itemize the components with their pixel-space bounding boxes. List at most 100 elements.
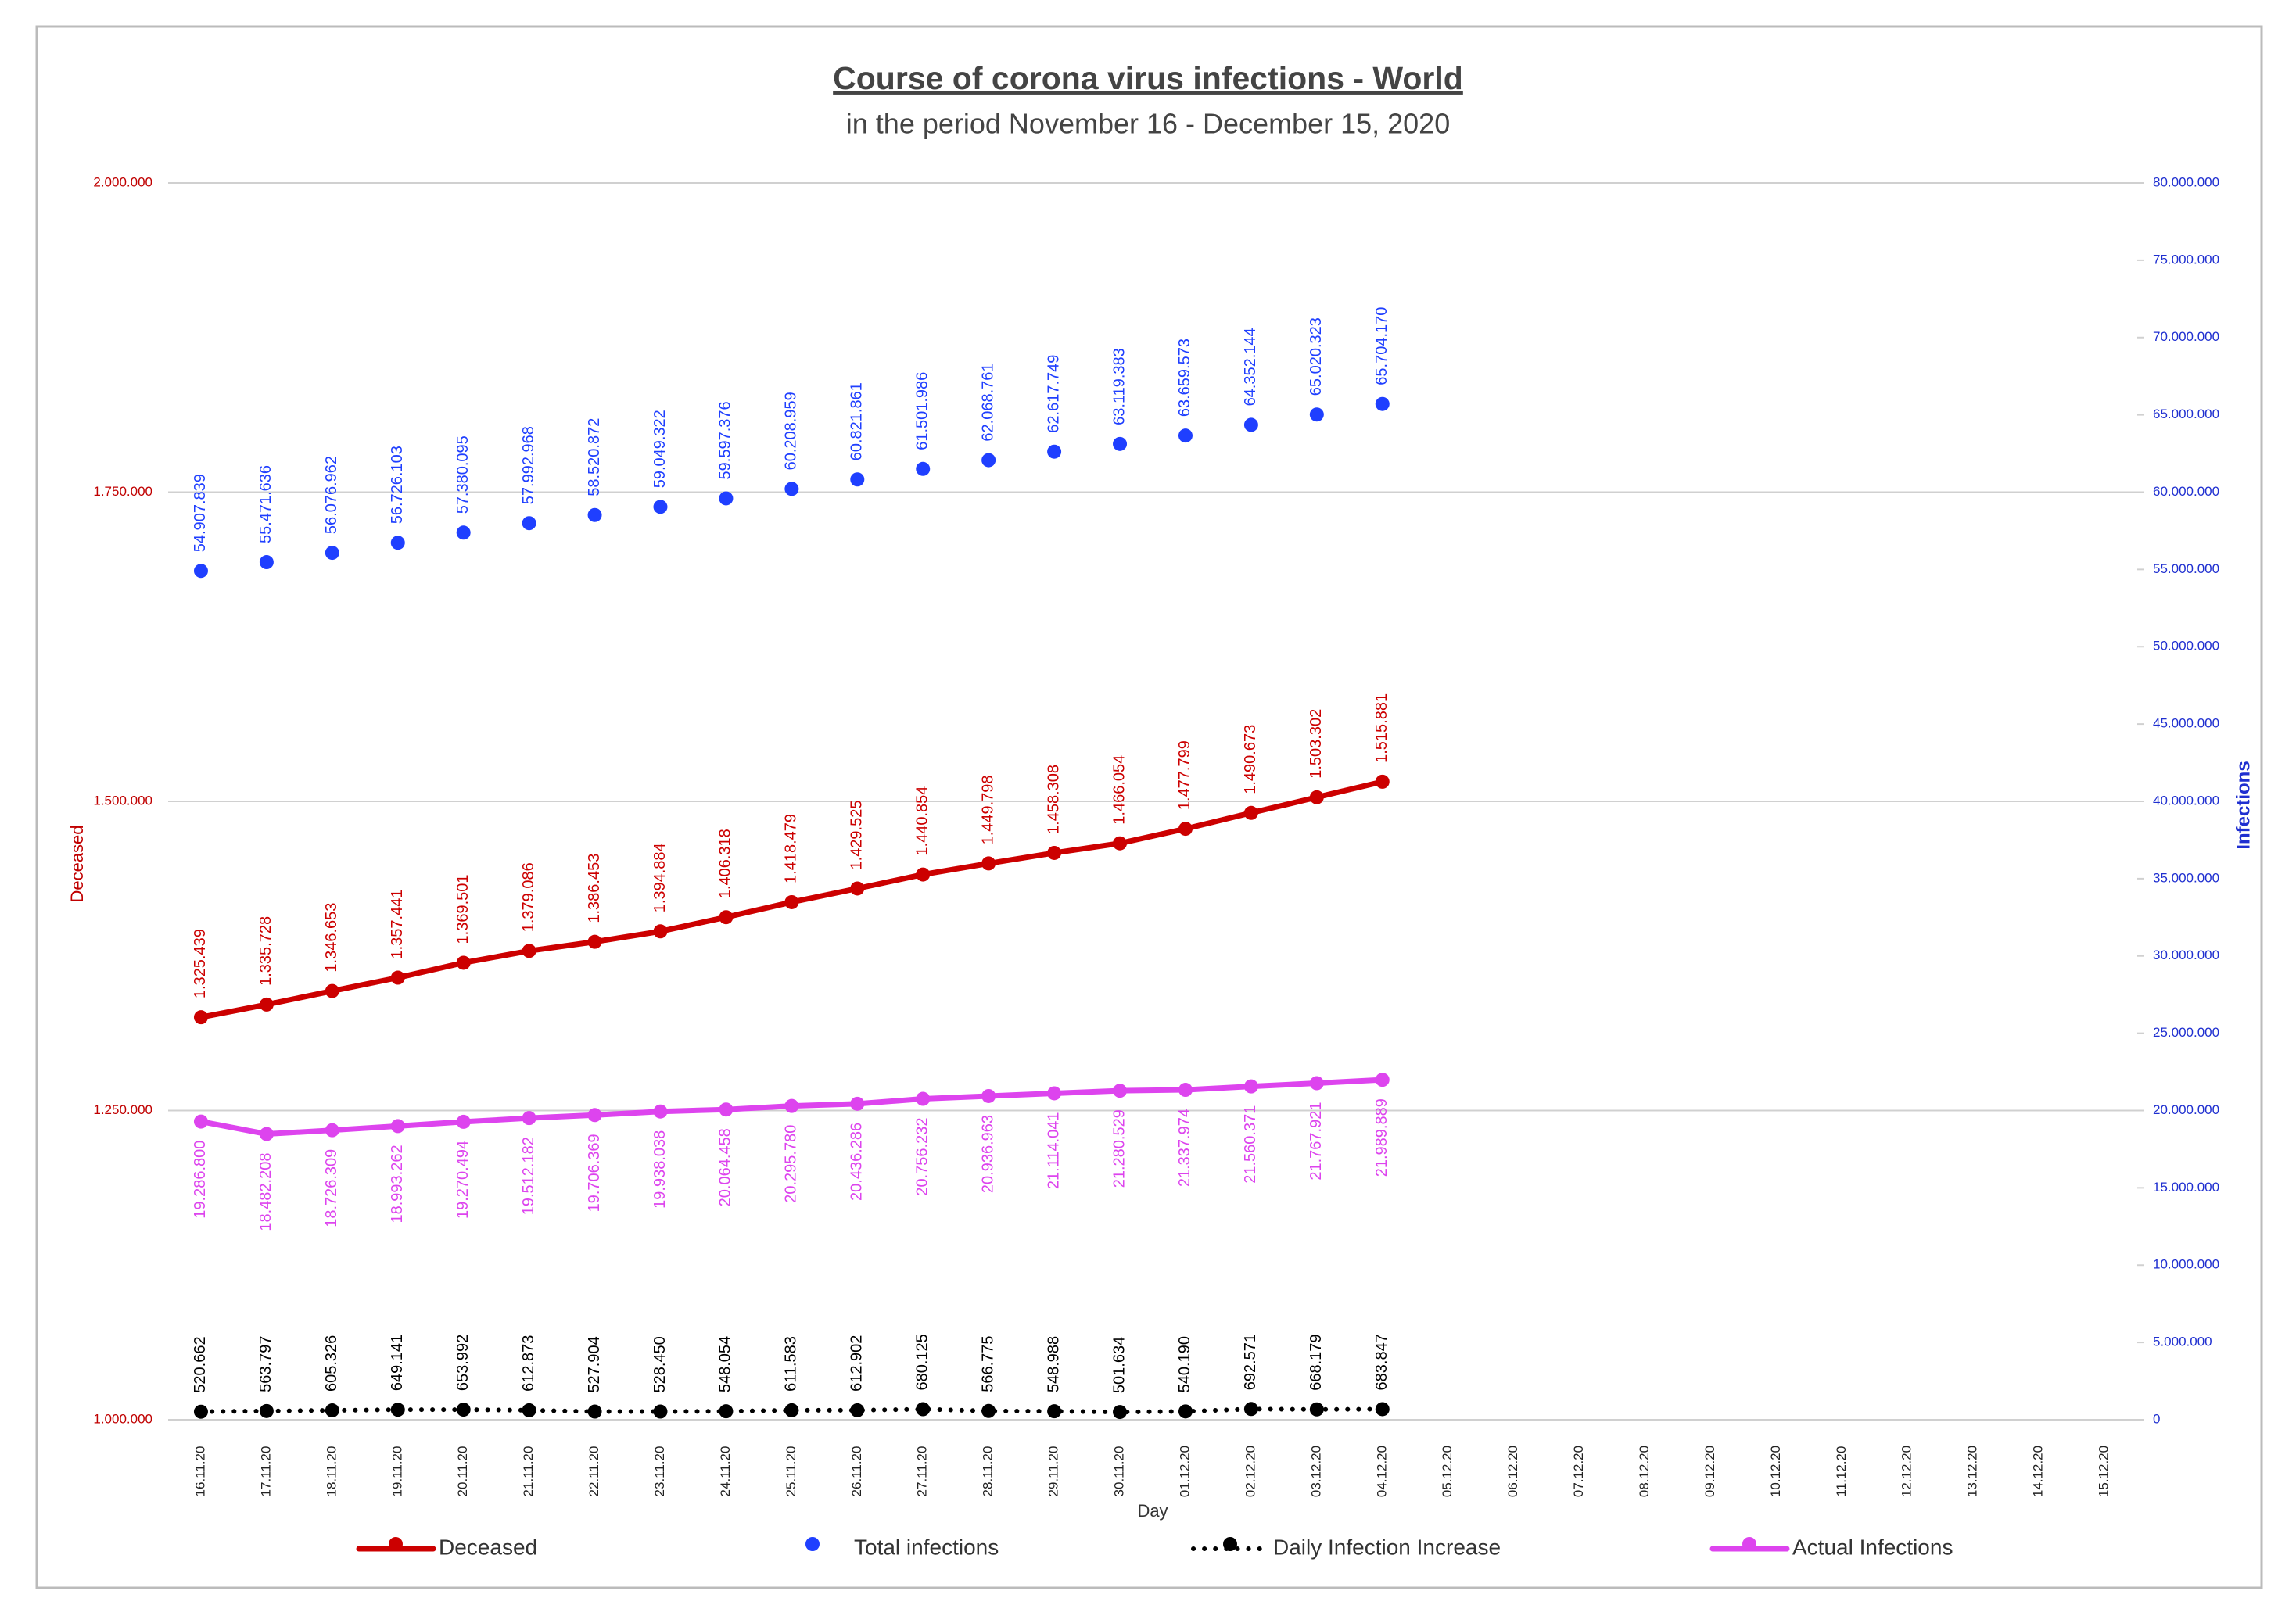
- data-label: 1.394.884: [651, 843, 669, 912]
- data-label: 18.726.309: [323, 1149, 340, 1227]
- data-point: [456, 1403, 471, 1417]
- data-label: 20.756.232: [914, 1118, 931, 1196]
- data-point: [325, 1123, 339, 1138]
- data-label: 21.337.974: [1176, 1109, 1193, 1187]
- data-label: 528.450: [651, 1336, 669, 1392]
- data-point: [850, 1096, 865, 1111]
- data-point: [1047, 1404, 1062, 1419]
- data-point: [325, 983, 339, 998]
- data-point: [193, 1404, 208, 1419]
- x-tick-label: 14.12.20: [2031, 1446, 2046, 1497]
- data-point: [325, 1403, 339, 1418]
- data-label: 59.049.322: [651, 410, 669, 488]
- x-tick-label: 07.12.20: [1571, 1446, 1586, 1497]
- x-tick-label: 19.11.20: [389, 1446, 404, 1497]
- data-point: [916, 461, 931, 476]
- data-point: [1243, 1402, 1258, 1417]
- legend-label: Deceased: [439, 1535, 537, 1559]
- data-label: 54.907.839: [192, 474, 209, 552]
- data-label: 64.352.144: [1242, 328, 1259, 406]
- data-point: [522, 1111, 536, 1126]
- data-label: 683.847: [1373, 1334, 1390, 1390]
- data-point: [1309, 1402, 1324, 1417]
- y2-tick-label: 0: [2153, 1411, 2160, 1426]
- data-point: [1375, 774, 1390, 789]
- legend-label: Actual Infections: [1792, 1535, 1953, 1559]
- x-tick-label: 11.12.20: [1834, 1446, 1849, 1497]
- x-tick-label: 23.11.20: [652, 1446, 667, 1497]
- data-label: 21.989.889: [1373, 1098, 1390, 1177]
- data-point: [1309, 407, 1324, 422]
- data-label: 566.775: [979, 1335, 996, 1392]
- x-tick-label: 17.11.20: [258, 1446, 273, 1497]
- data-label: 58.520.872: [586, 418, 603, 496]
- y2-tick-label: 40.000.000: [2153, 793, 2219, 808]
- data-label: 1.379.086: [520, 862, 537, 932]
- data-label: 1.429.525: [848, 801, 866, 870]
- data-label: 680.125: [914, 1334, 931, 1390]
- y2-axis-title: Infections: [2233, 761, 2254, 849]
- x-tick-label: 30.11.20: [1112, 1446, 1127, 1497]
- y2-tick-label: 20.000.000: [2153, 1102, 2219, 1117]
- x-tick-label: 01.12.20: [1177, 1446, 1192, 1497]
- y2-tick-label: 60.000.000: [2153, 484, 2219, 499]
- data-point: [1113, 836, 1128, 851]
- data-label: 20.064.458: [717, 1128, 734, 1206]
- data-point: [390, 970, 405, 985]
- data-point: [1178, 1404, 1193, 1419]
- y2-tick-label: 65.000.000: [2153, 407, 2219, 421]
- data-label: 63.659.573: [1176, 339, 1193, 417]
- data-label: 57.992.968: [520, 426, 537, 504]
- y2-tick-label: 80.000.000: [2153, 174, 2219, 189]
- data-label: 548.988: [1045, 1336, 1062, 1392]
- data-label: 1.386.453: [586, 854, 603, 923]
- data-point: [587, 1404, 602, 1419]
- x-tick-label: 08.12.20: [1637, 1446, 1652, 1497]
- data-point: [1047, 1086, 1062, 1101]
- data-point: [259, 1127, 274, 1141]
- data-label: 55.471.636: [257, 465, 274, 543]
- legend-marker: [1742, 1537, 1756, 1551]
- data-point: [456, 525, 471, 540]
- y2-tick-label: 25.000.000: [2153, 1025, 2219, 1040]
- data-point: [784, 1098, 799, 1113]
- data-point: [653, 924, 668, 939]
- data-label: 63.119.383: [1110, 348, 1128, 425]
- data-label: 1.346.653: [323, 903, 340, 973]
- data-point: [981, 1088, 996, 1103]
- data-point: [390, 1119, 405, 1134]
- data-point: [1375, 1073, 1390, 1087]
- x-tick-label: 02.12.20: [1243, 1446, 1257, 1497]
- data-label: 21.280.529: [1110, 1109, 1128, 1188]
- x-tick-label: 21.11.20: [521, 1446, 536, 1497]
- data-point: [653, 1404, 668, 1419]
- data-label: 612.902: [848, 1335, 866, 1392]
- y2-tick-label: 10.000.000: [2153, 1257, 2219, 1272]
- data-point: [981, 1403, 996, 1418]
- data-point: [784, 894, 799, 909]
- data-label: 612.873: [520, 1335, 537, 1392]
- data-label: 20.936.963: [979, 1115, 996, 1193]
- y2-tick-label: 55.000.000: [2153, 561, 2219, 576]
- data-label: 1.357.441: [389, 890, 406, 959]
- legend-label: Daily Infection Increase: [1273, 1535, 1501, 1559]
- data-point: [784, 482, 799, 496]
- data-point: [916, 1091, 931, 1106]
- x-tick-label: 09.12.20: [1702, 1446, 1717, 1497]
- x-tick-label: 12.12.20: [1900, 1446, 1914, 1497]
- data-point: [916, 867, 931, 882]
- y-tick-label: 2.000.000: [93, 174, 152, 189]
- data-label: 1.440.854: [914, 786, 931, 856]
- x-tick-label: 13.12.20: [1965, 1446, 1980, 1497]
- data-point: [1375, 1402, 1390, 1417]
- x-tick-label: 24.11.20: [718, 1446, 733, 1497]
- data-label: 62.068.761: [979, 363, 996, 441]
- data-label: 1.449.798: [979, 775, 996, 844]
- data-point: [259, 1403, 274, 1418]
- data-point: [1375, 396, 1390, 411]
- y-axis-title: Deceased: [67, 825, 87, 902]
- data-point: [1113, 436, 1128, 451]
- data-point: [1178, 428, 1193, 443]
- y2-tick-label: 15.000.000: [2153, 1180, 2219, 1195]
